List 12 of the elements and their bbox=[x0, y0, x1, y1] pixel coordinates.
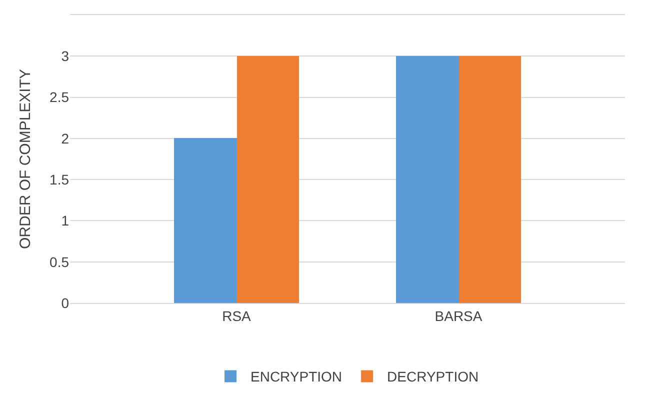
y-tick-label: 0.5 bbox=[50, 254, 70, 270]
y-tick-label: 3 bbox=[61, 48, 70, 64]
y-tick-label: 2.5 bbox=[50, 89, 70, 106]
x-tick-label: BARSA bbox=[434, 308, 483, 324]
legend-label: DECRYPTION bbox=[387, 368, 479, 385]
y-axis-title: ORDER OF COMPLEXITY bbox=[16, 68, 34, 250]
y-tick-label: 2 bbox=[61, 130, 70, 146]
legend-label: ENCRYPTION bbox=[250, 368, 342, 385]
y-tick-label: 0 bbox=[61, 294, 70, 311]
y-tick-label: 1 bbox=[61, 212, 70, 229]
y-tick-label: 1.5 bbox=[50, 171, 70, 188]
x-tick-label: RSA bbox=[222, 308, 252, 324]
